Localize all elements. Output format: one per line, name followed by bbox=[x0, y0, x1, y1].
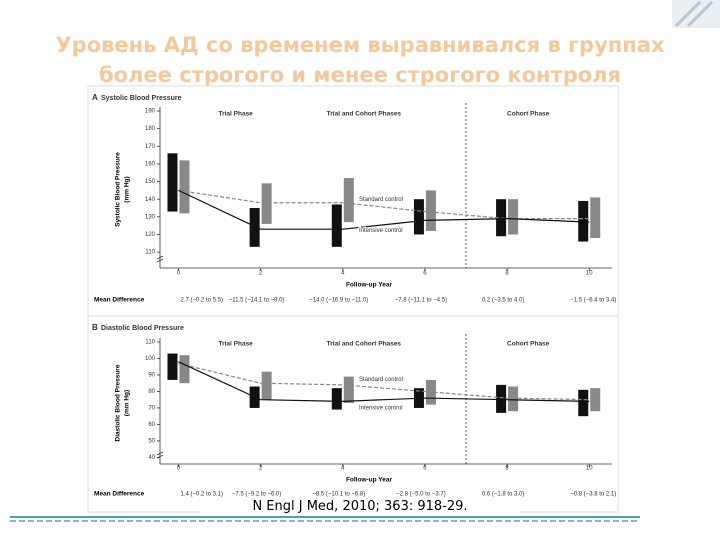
series-label: Standard control bbox=[359, 377, 403, 383]
x-tick-label: 0 bbox=[177, 271, 181, 277]
chart-title: Diastolic Blood Pressure bbox=[101, 325, 184, 332]
citation: N Engl J Med, 2010; 363: 918-29. bbox=[200, 499, 520, 514]
range-box bbox=[508, 199, 519, 235]
phase-label: Trial and Cohort Phases bbox=[327, 341, 402, 348]
corner-stripe bbox=[674, 0, 702, 28]
y-tick-label: 170 bbox=[145, 144, 156, 150]
y-axis-unit: (mm Hg) bbox=[124, 176, 131, 202]
title-line: Уровень АД со временем выравнивался в гр… bbox=[55, 33, 665, 57]
y-tick-label: 60 bbox=[148, 422, 155, 428]
mean-diff-label: Mean Difference bbox=[94, 297, 145, 304]
y-tick-label: 70 bbox=[148, 406, 155, 412]
y-tick-label: 140 bbox=[145, 197, 156, 203]
x-axis-label: Follow-up Year bbox=[346, 282, 393, 289]
phase-label: Trial and Cohort Phases bbox=[327, 111, 402, 118]
y-axis-label: Systolic Blood Pressure bbox=[115, 152, 122, 227]
range-box bbox=[249, 208, 260, 247]
range-box bbox=[331, 388, 342, 410]
phase-label: Cohort Phase bbox=[507, 341, 550, 348]
x-tick-label: 0 bbox=[177, 466, 181, 472]
mean-diff: 0.2 (−3.5 to 4.0) bbox=[482, 298, 525, 304]
x-tick-label: 4 bbox=[341, 466, 345, 472]
series-label: Intensive control bbox=[359, 228, 403, 234]
y-tick-label: 40 bbox=[148, 455, 155, 461]
chart-title: Systolic Blood Pressure bbox=[101, 95, 182, 102]
y-tick-label: 150 bbox=[145, 179, 156, 185]
y-tick-label: 100 bbox=[145, 356, 156, 362]
panel-label: A bbox=[92, 93, 98, 102]
slide-title: Уровень АД со временем выравнивался в гр… bbox=[20, 30, 700, 90]
range-box bbox=[343, 376, 354, 403]
y-tick-label: 80 bbox=[148, 389, 155, 395]
y-axis-label: Diastolic Blood Pressure bbox=[115, 364, 122, 441]
mean-diff: −2.8 (−5.0 to −3.7) bbox=[396, 492, 446, 498]
x-tick-label: 2 bbox=[259, 466, 263, 472]
x-tick-label: 6 bbox=[423, 466, 427, 472]
x-tick-label: 4 bbox=[341, 271, 345, 277]
series-line bbox=[178, 361, 590, 402]
mean-diff: 0.6 (−1.8 to 3.0) bbox=[482, 492, 525, 498]
series-label: Standard control bbox=[359, 197, 403, 203]
y-tick-label: 130 bbox=[145, 214, 156, 220]
range-box bbox=[167, 153, 178, 212]
y-axis-unit: (mm Hg) bbox=[124, 390, 131, 416]
range-box bbox=[261, 371, 272, 400]
mean-diff: −1.5 (−6.4 to 3.4) bbox=[570, 298, 616, 304]
range-box bbox=[590, 197, 601, 239]
mean-diff: 2.7 (−0.2 to 5.5) bbox=[180, 298, 223, 304]
phase-label: Cohort Phase bbox=[507, 111, 550, 118]
range-box bbox=[179, 355, 190, 384]
range-box bbox=[413, 199, 424, 235]
axis-break bbox=[156, 255, 164, 263]
range-box bbox=[331, 204, 342, 247]
x-axis-label: Follow-up Year bbox=[346, 477, 393, 484]
x-tick-label: 8 bbox=[505, 271, 509, 277]
mean-diff: −14.0 (−16.9 to −11.0) bbox=[309, 298, 368, 304]
phase-label: Trial Phase bbox=[218, 341, 253, 348]
mean-diff: −7.5 (−9.2 to −6.0) bbox=[232, 492, 282, 498]
range-box bbox=[343, 178, 354, 223]
range-box bbox=[578, 389, 589, 417]
x-tick-label: 10 bbox=[586, 466, 593, 472]
title-line: более строгого и менее строгого контроля bbox=[98, 63, 622, 87]
range-box bbox=[496, 384, 507, 413]
range-box bbox=[590, 388, 601, 412]
y-tick-label: 120 bbox=[145, 232, 156, 238]
y-tick-label: 110 bbox=[145, 340, 155, 346]
mean-diff: −7.8 (−11.1 to −4.5) bbox=[395, 298, 447, 304]
panel-label: B bbox=[92, 323, 98, 332]
mean-diff: −11.5 (−14.1 to −9.0) bbox=[229, 298, 285, 304]
corner-stripe bbox=[686, 0, 714, 28]
x-tick-label: 6 bbox=[423, 271, 427, 277]
y-tick-label: 90 bbox=[148, 373, 155, 379]
decor bbox=[10, 0, 720, 522]
series-line bbox=[178, 189, 590, 230]
range-box bbox=[167, 353, 178, 380]
x-tick-label: 8 bbox=[505, 466, 509, 472]
x-tick-label: 2 bbox=[259, 271, 263, 277]
y-tick-label: 50 bbox=[148, 438, 155, 444]
series-line bbox=[178, 362, 590, 401]
mean-diff: 1.4 (−0.2 to 3.1) bbox=[180, 492, 223, 498]
y-tick-label: 160 bbox=[145, 161, 156, 167]
y-tick-label: 110 bbox=[145, 250, 155, 256]
mean-diff: −0.8 (−3.8 to 2.1) bbox=[570, 492, 616, 498]
phase-label: Trial Phase bbox=[218, 111, 253, 118]
series-label: Intensive control bbox=[359, 406, 403, 412]
range-box bbox=[578, 200, 589, 242]
range-box bbox=[179, 160, 190, 214]
x-tick-label: 10 bbox=[586, 271, 593, 277]
range-box bbox=[425, 190, 436, 231]
mean-diff-label: Mean Difference bbox=[94, 491, 145, 498]
series-line bbox=[178, 189, 590, 220]
range-box bbox=[261, 183, 272, 224]
y-tick-label: 190 bbox=[145, 109, 156, 115]
range-box bbox=[508, 386, 519, 412]
mean-diff: −8.5 (−10.1 to −6.8) bbox=[312, 492, 365, 498]
y-tick-label: 180 bbox=[145, 126, 156, 132]
